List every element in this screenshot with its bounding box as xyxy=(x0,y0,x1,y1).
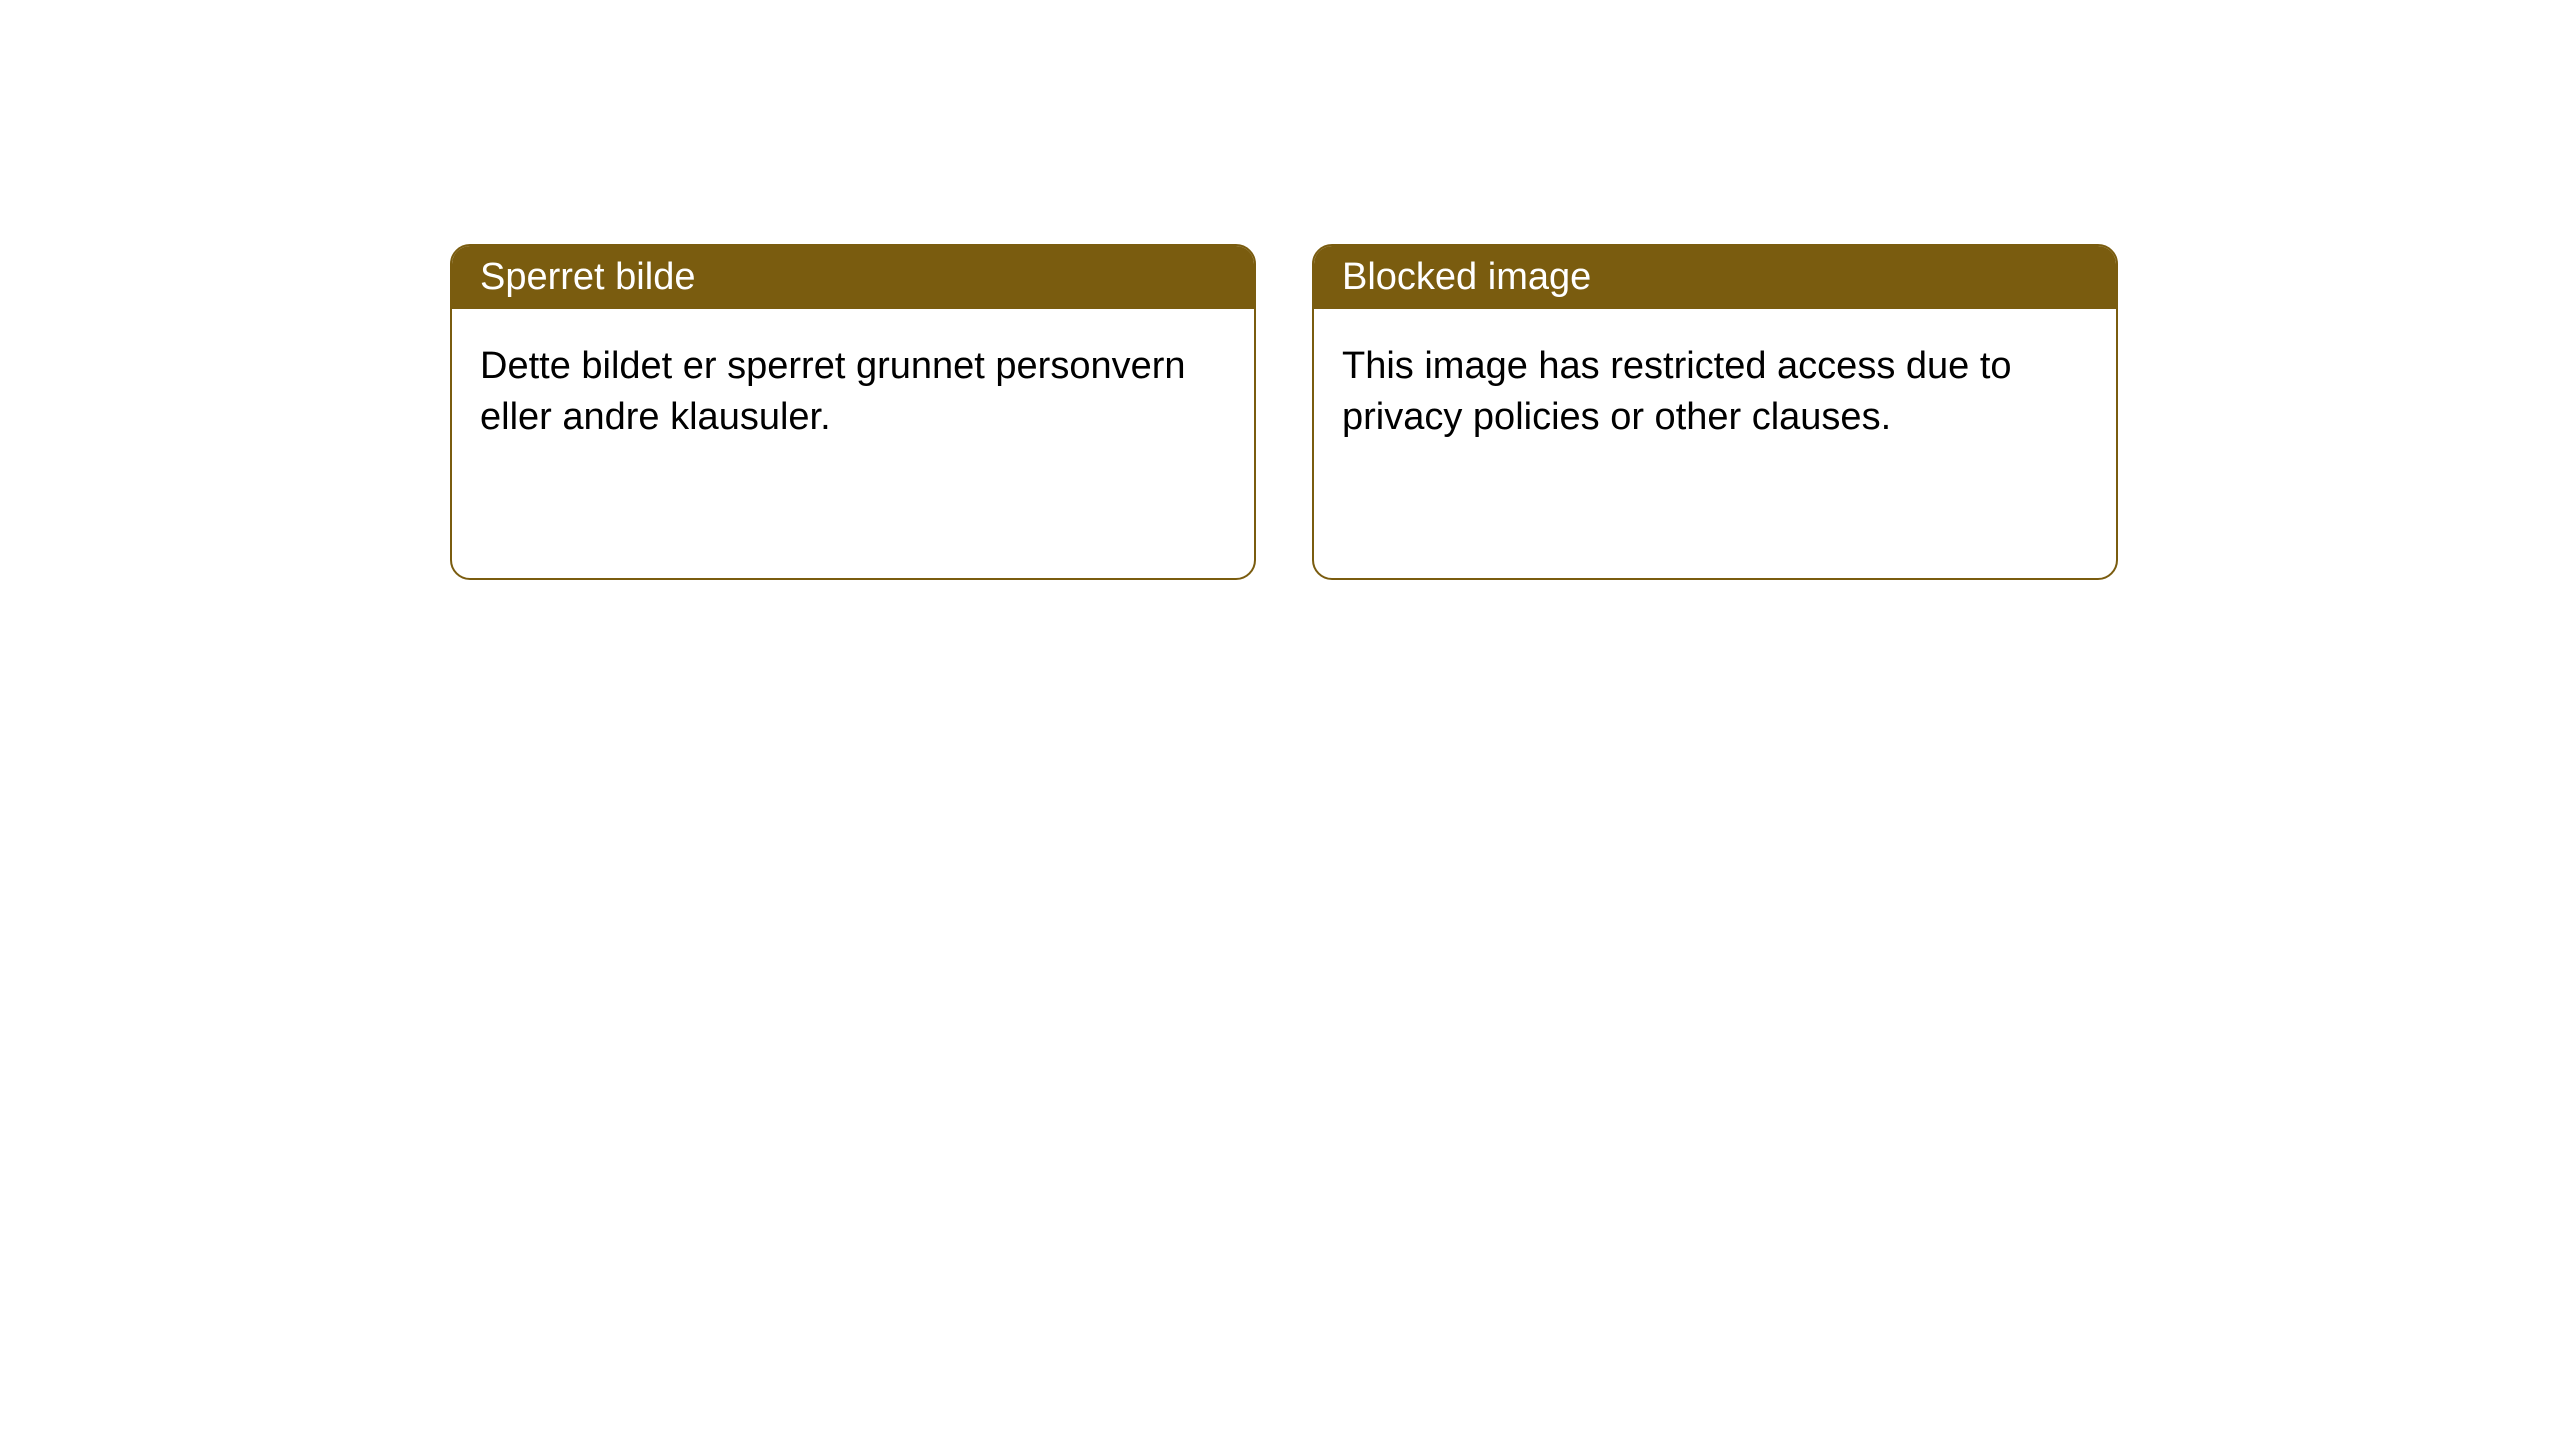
notice-card-english: Blocked image This image has restricted … xyxy=(1312,244,2118,580)
notice-header: Blocked image xyxy=(1314,246,2116,309)
notice-body: This image has restricted access due to … xyxy=(1314,309,2116,476)
notice-card-norwegian: Sperret bilde Dette bildet er sperret gr… xyxy=(450,244,1256,580)
notice-container: Sperret bilde Dette bildet er sperret gr… xyxy=(0,0,2560,580)
notice-header: Sperret bilde xyxy=(452,246,1254,309)
notice-body: Dette bildet er sperret grunnet personve… xyxy=(452,309,1254,476)
